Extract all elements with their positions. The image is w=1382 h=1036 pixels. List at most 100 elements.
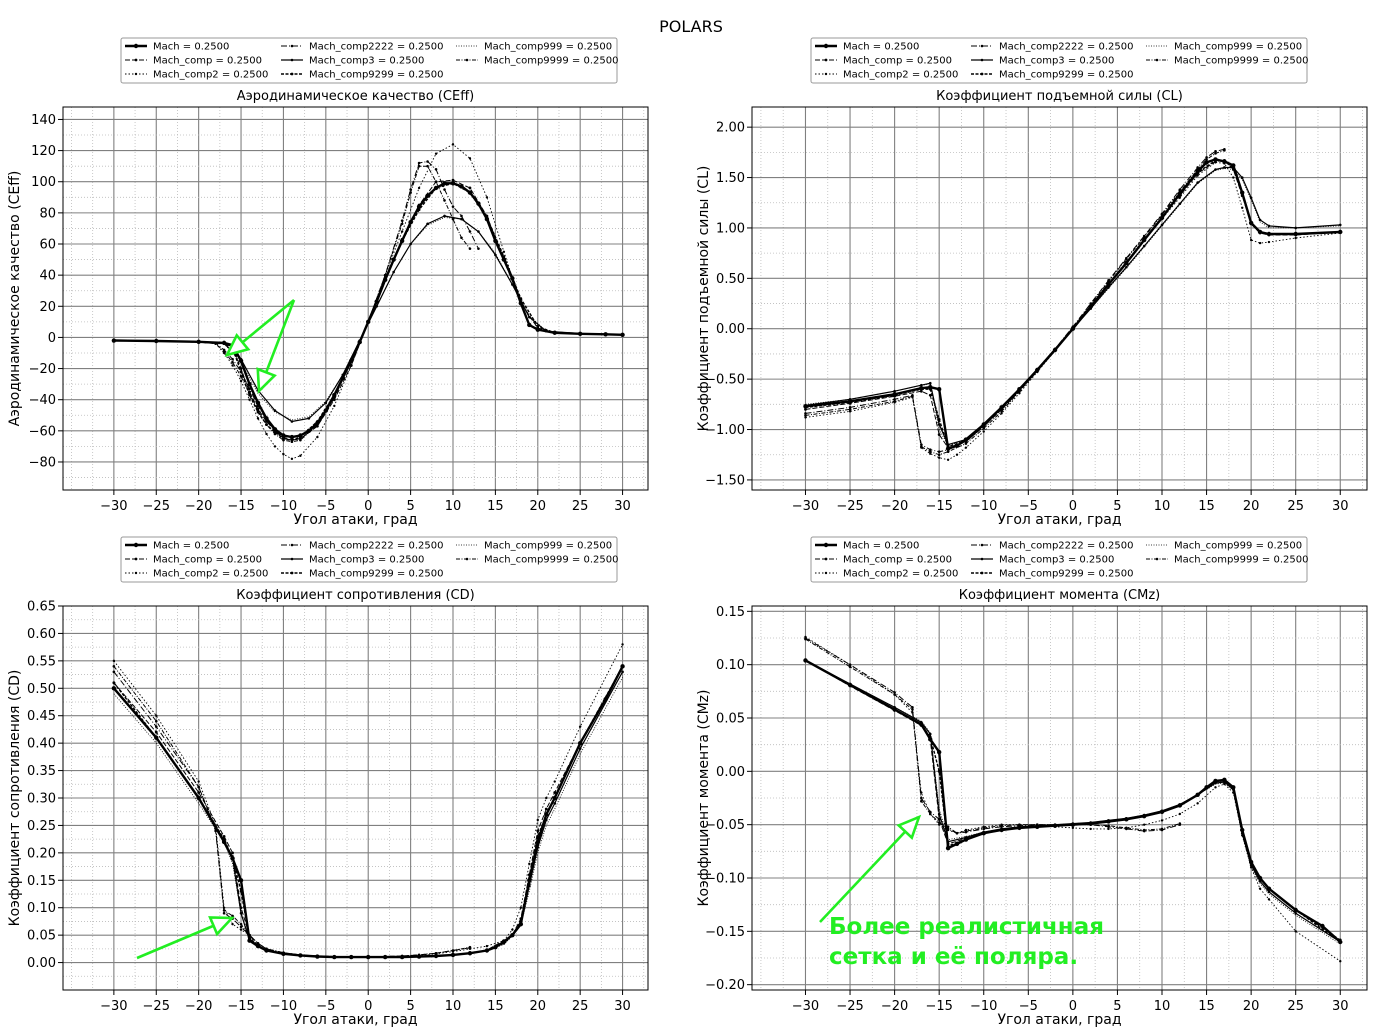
data-point	[982, 826, 986, 830]
data-point	[848, 410, 852, 413]
data-point	[112, 670, 116, 674]
data-point	[946, 450, 950, 454]
annotations: Более реалистичная сетка и её поляра.	[136, 298, 1104, 970]
data-point	[536, 325, 540, 328]
x-tick-label: −20	[881, 999, 908, 1014]
data-point	[848, 400, 852, 404]
data-point	[1178, 193, 1182, 197]
legend-box	[120, 37, 618, 84]
data-point	[1240, 192, 1244, 196]
data-point	[1142, 235, 1146, 239]
data-point	[443, 199, 446, 202]
legend-marker	[824, 557, 828, 561]
y-tick-label: 0.25	[27, 819, 56, 834]
data-point	[1249, 860, 1253, 864]
data-point	[502, 940, 506, 944]
figure-title: POLARS	[659, 17, 723, 36]
data-point	[1223, 162, 1226, 165]
data-point	[1267, 240, 1271, 244]
data-point	[1178, 188, 1182, 191]
data-point	[1107, 824, 1110, 828]
gridlines	[752, 107, 1367, 490]
data-point	[937, 433, 941, 436]
y-tick-label: 1.00	[716, 221, 745, 236]
annotation-arrow-3	[136, 916, 235, 960]
data-point	[1178, 822, 1182, 825]
data-point	[1196, 802, 1199, 805]
legend-marker	[465, 58, 469, 62]
data-point	[247, 381, 252, 387]
data-point	[1089, 827, 1092, 831]
series-line-5	[805, 659, 1341, 943]
y-tick-label: 0	[48, 331, 56, 346]
series-line-6	[805, 659, 1341, 943]
series-markers-4	[804, 636, 1182, 835]
data-point	[578, 332, 582, 336]
data-point	[350, 364, 353, 367]
data-point	[1000, 406, 1003, 410]
data-point	[1124, 260, 1128, 264]
data-point	[848, 408, 852, 411]
chart-title: Аэродинамическое качество (CEff)	[237, 89, 475, 104]
x-tick-label: 0	[1069, 499, 1077, 514]
data-point	[804, 407, 807, 411]
data-point	[112, 681, 116, 685]
annotation-text-line: Более реалистичная	[829, 914, 1104, 940]
legend-entry: Mach_comp2 = 0.2500	[843, 70, 958, 81]
series-markers-6	[804, 659, 1342, 944]
data-point	[1267, 890, 1271, 894]
data-point	[1258, 879, 1262, 883]
data-point	[1214, 150, 1217, 153]
legend-entry: Mach_comp9299 = 0.2500	[999, 70, 1133, 81]
legend-entry: Mach_comp2 = 0.2500	[153, 569, 268, 580]
legend-entry: Mach_comp2222 = 0.2500	[999, 541, 1133, 552]
data-point	[848, 397, 852, 401]
data-point	[919, 389, 923, 393]
data-point	[1125, 257, 1128, 261]
data-point	[265, 423, 268, 426]
x-tick-label: 20	[530, 999, 547, 1014]
data-point	[1000, 412, 1003, 415]
x-tick-label: −30	[792, 499, 819, 514]
data-point	[544, 807, 548, 811]
legend-entry: Mach_comp2 = 0.2500	[843, 569, 958, 580]
legend-entry: Mach_comp2222 = 0.2500	[999, 42, 1133, 53]
data-point	[1160, 213, 1164, 217]
y-tick-label: 100	[31, 175, 56, 190]
y-tick-label: −20	[29, 362, 56, 377]
data-point	[1160, 216, 1164, 220]
data-point	[1214, 161, 1217, 164]
y-tick-label: 0.15	[27, 874, 56, 889]
data-point	[937, 769, 941, 773]
data-point	[468, 945, 472, 949]
y-axis-label: Аэродинамическое качество (CEff)	[7, 171, 23, 427]
y-tick-label: −0.10	[705, 872, 745, 887]
data-point	[553, 802, 557, 805]
legend-entry: Mach_comp999 = 0.2500	[484, 541, 612, 552]
data-point	[239, 357, 243, 361]
data-point	[545, 796, 548, 800]
data-point	[1223, 782, 1226, 786]
series-line-7	[805, 168, 1341, 447]
legend: Mach = 0.2500 Mach_comp = 0.2500 Mach_comp…	[810, 37, 1308, 84]
data-point	[443, 188, 446, 191]
data-point	[299, 953, 302, 957]
data-point	[417, 953, 421, 957]
data-point	[848, 663, 852, 666]
data-point	[154, 725, 158, 728]
data-point	[528, 862, 531, 866]
data-point	[222, 350, 226, 353]
data-point	[937, 821, 941, 824]
data-point	[426, 164, 429, 168]
data-point	[621, 333, 624, 337]
data-point	[1258, 876, 1262, 880]
x-tick-label: 20	[1243, 999, 1260, 1014]
x-tick-label: 10	[445, 499, 462, 514]
series-line-8	[113, 665, 471, 958]
x-tick-label: 0	[364, 499, 372, 514]
data-point	[804, 414, 807, 417]
data-point	[937, 453, 941, 457]
y-tick-label: −0.05	[705, 818, 745, 833]
data-point	[936, 387, 942, 392]
chart-title: Коэффициент подъемной силы (CL)	[936, 89, 1183, 104]
